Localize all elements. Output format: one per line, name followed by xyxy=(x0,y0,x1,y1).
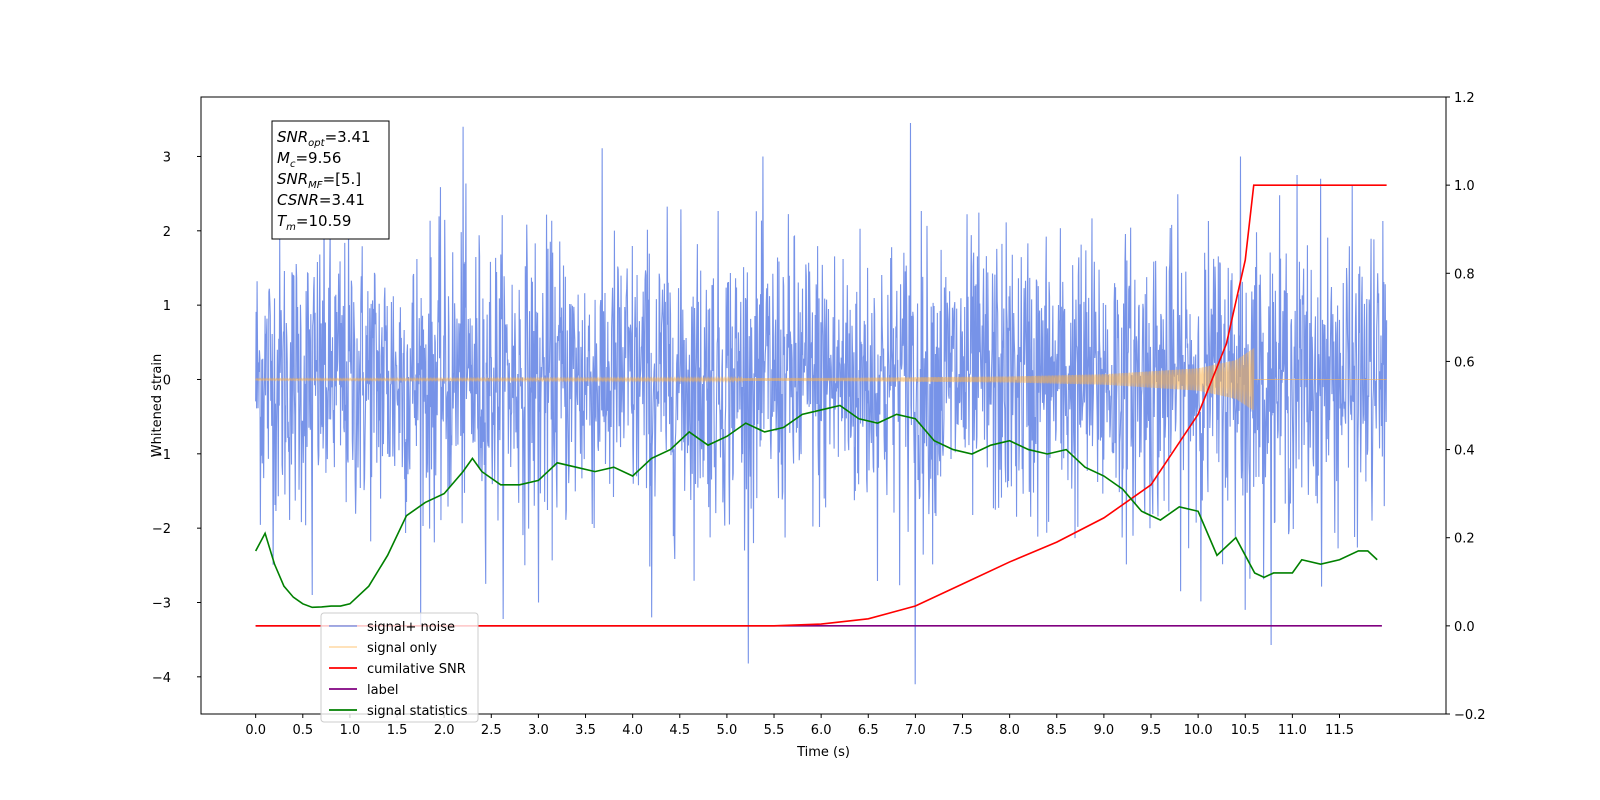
x-tick-label: 7.5 xyxy=(952,723,973,738)
annotation-snr-mf: SNRMF=[5.] xyxy=(277,170,361,191)
y-axis-label: Whitened strain xyxy=(150,354,165,457)
y-tick-label: −4 xyxy=(152,671,171,686)
annotation-csnr: CSNR=3.41 xyxy=(277,191,365,209)
x-tick-label: 1.0 xyxy=(340,723,361,738)
x-tick-label: 2.5 xyxy=(481,723,502,738)
signal-noise-series xyxy=(255,123,1388,685)
plot-frame xyxy=(200,96,1447,715)
x-tick-label: 6.5 xyxy=(858,723,879,738)
signal-only-series xyxy=(255,348,1387,411)
x-tick-label: 5.5 xyxy=(764,723,785,738)
y-tick-label: 0 xyxy=(163,373,171,388)
signal-only-line xyxy=(255,348,1387,411)
legend-label: signal only xyxy=(367,641,437,656)
x-axis-ticks: 0.0 0.5 1.0 1.5 2.0 2.5 3.0 3.5 4.0 4.5 5.0 5.5 6.0 6… xyxy=(245,714,1354,738)
x-tick-label: 7.0 xyxy=(905,723,926,738)
y2-tick-label: 1.2 xyxy=(1454,91,1475,106)
x-tick-label: 10.5 xyxy=(1231,723,1260,738)
x-tick-label: 9.0 xyxy=(1094,723,1115,738)
cumilative-snr-line xyxy=(255,184,1387,627)
x-tick-label: 9.5 xyxy=(1141,723,1162,738)
legend: signal+ noise signal only cumilative SNR la… xyxy=(320,612,479,723)
x-tick-label: 8.0 xyxy=(999,723,1020,738)
x-tick-label: 11.0 xyxy=(1278,723,1307,738)
annotation-mc: Mc=9.56 xyxy=(277,149,341,170)
annotation-tm: Tm=10.59 xyxy=(277,212,351,233)
x-tick-label: 5.0 xyxy=(717,723,738,738)
x-tick-label: 1.5 xyxy=(387,723,408,738)
y2-tick-label: 0.6 xyxy=(1454,355,1475,370)
legend-label: signal statistics xyxy=(367,704,468,719)
x-tick-label: 8.5 xyxy=(1046,723,1067,738)
x-tick-label: 3.5 xyxy=(575,723,596,738)
legend-frame xyxy=(320,612,479,723)
annotation-box: SNRopt=3.41 Mc=9.56 SNRMF=[5.] CSNR=3.41… xyxy=(271,120,390,240)
y-tick-label: 1 xyxy=(163,299,171,314)
y2-tick-label: −0.2 xyxy=(1454,708,1486,723)
x-tick-label: 10.0 xyxy=(1184,723,1213,738)
legend-label: signal+ noise xyxy=(367,620,455,635)
y2-tick-label: 0.2 xyxy=(1454,532,1475,547)
y-tick-label: −1 xyxy=(152,448,171,463)
x-tick-label: 4.0 xyxy=(622,723,643,738)
x-tick-label: 0.5 xyxy=(292,723,313,738)
y2-tick-label: 0.8 xyxy=(1454,267,1475,282)
y2-tick-label: 0.4 xyxy=(1454,444,1475,459)
x-tick-label: 4.5 xyxy=(669,723,690,738)
x-axis-label: Time (s) xyxy=(796,745,850,760)
y2-tick-label: 1.0 xyxy=(1454,179,1475,194)
y-tick-label: 3 xyxy=(163,150,171,165)
y2-axis-ticks: 1.2 1.0 0.8 0.6 0.4 0.2 0.0 −0.2 xyxy=(1446,91,1486,723)
y-tick-label: −2 xyxy=(152,522,171,537)
x-tick-label: 2.0 xyxy=(434,723,455,738)
x-tick-label: 11.5 xyxy=(1325,723,1354,738)
legend-label: cumilative SNR xyxy=(367,662,466,677)
y-tick-label: 2 xyxy=(163,225,171,240)
legend-label: label xyxy=(367,683,398,698)
x-tick-label: 3.0 xyxy=(528,723,549,738)
y-tick-label: −3 xyxy=(152,596,171,611)
signal-statistics-line xyxy=(254,404,1378,609)
annotation-snr-opt: SNRopt=3.41 xyxy=(277,128,371,149)
x-tick-label: 0.0 xyxy=(245,723,266,738)
signal-noise-line xyxy=(255,123,1388,685)
x-tick-label: 6.0 xyxy=(811,723,832,738)
y-axis-ticks: 3 2 1 0 −1 −2 −3 −4 xyxy=(152,150,201,686)
y2-tick-label: 0.0 xyxy=(1454,620,1475,635)
